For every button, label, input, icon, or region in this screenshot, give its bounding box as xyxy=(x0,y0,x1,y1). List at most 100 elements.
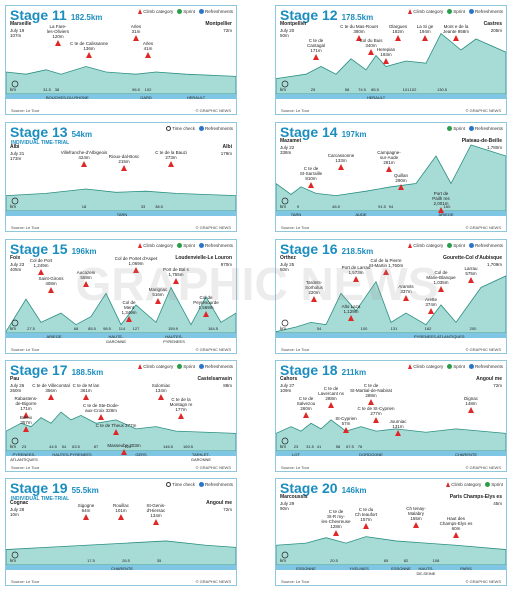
climb-marker-icon xyxy=(155,298,161,304)
start-altitude: 173m xyxy=(10,156,22,161)
finish-location: Paris Champs-Elys es xyxy=(449,494,502,500)
km-tick: 114 xyxy=(118,326,126,331)
km-tick: 160 xyxy=(443,204,451,209)
climb-label: C te de Theux 277m xyxy=(95,423,137,428)
climb-label: Aucazein 558m xyxy=(76,270,96,280)
climb-marker-icon xyxy=(83,394,89,400)
km-tick: 38.5 xyxy=(155,204,163,209)
climb-label: Port de Pailh res 2,001m xyxy=(432,191,450,206)
climb-marker-icon xyxy=(126,316,132,322)
legend-item: Refreshments xyxy=(198,482,233,488)
finish-altitude: 205m xyxy=(490,28,502,33)
stage-distance: 55.5km xyxy=(71,486,99,495)
credit-note: © GRAPHIC NEWS xyxy=(195,579,231,584)
climb-label: Larrau 575m xyxy=(464,266,478,276)
legend-item: Sprint xyxy=(447,364,465,370)
climb-icon xyxy=(138,9,143,15)
climb-marker-icon xyxy=(203,311,209,317)
distance-strip xyxy=(276,333,506,338)
km-tick: 31.5 xyxy=(43,87,51,92)
climb-label: C te de la Montagn re 177m xyxy=(169,397,193,412)
km-tick: 33 xyxy=(140,204,146,209)
stage-distance: 178.5km xyxy=(341,13,374,22)
profile-area xyxy=(6,66,236,95)
km-tick: 20.5 xyxy=(330,558,338,563)
profile-area xyxy=(6,540,236,566)
elevation-profile xyxy=(276,144,506,216)
finish-location: Plateau-de-Beille xyxy=(461,138,502,144)
distance-strip xyxy=(276,94,506,99)
source-note: Source: Le Tour xyxy=(281,225,310,230)
km-tick: 76 xyxy=(357,444,363,449)
climb-label: Arles 31m xyxy=(130,24,142,34)
climb-label: St-Cyprien 57m xyxy=(335,416,357,426)
start-date: July 28 xyxy=(10,507,25,512)
climb-icon xyxy=(408,9,413,15)
legend-item: Refreshments xyxy=(198,243,233,249)
km-tick: 35 xyxy=(156,558,162,563)
finish-location: Angoul me xyxy=(206,500,232,506)
cyclist-icon xyxy=(281,197,289,205)
climb-label: Aramits 337m xyxy=(398,284,414,294)
stage-subtitle: INDIVIDUAL TIME-TRIAL xyxy=(11,140,70,146)
stage-panel: Stage 15 196km Climb category Sprint Refresh… xyxy=(5,239,237,354)
km-axis-label: km xyxy=(280,87,286,92)
climb-marker-icon xyxy=(428,308,434,314)
climb-label: Port de Larrau 1,573m xyxy=(341,265,371,275)
elevation-profile xyxy=(6,286,236,338)
climb-label: C te de Villecomtal 356m xyxy=(32,383,70,393)
stage-distance: 211km xyxy=(341,368,367,377)
legend-label: Climb category xyxy=(143,243,174,248)
stage-panel: Stage 11 182.5km Climb category Sprint Refre… xyxy=(5,5,237,115)
climb-marker-icon xyxy=(395,430,401,436)
stage-title: Stage 20 146km xyxy=(280,480,367,498)
legend-label: Refreshments xyxy=(474,9,503,14)
stage-number: Stage 14 xyxy=(280,124,338,140)
credit-note: © GRAPHIC NEWS xyxy=(465,465,501,470)
km-tick: 91.5 xyxy=(378,204,386,209)
source-note: Source: Le Tour xyxy=(11,347,40,352)
source-note: Source: Le Tour xyxy=(281,465,310,470)
climb-icon xyxy=(408,364,413,370)
distance-strip xyxy=(6,333,236,338)
region-label: TARN xyxy=(290,212,302,217)
climb-label: Ch tenay- Malabry 155m xyxy=(406,506,426,521)
legend-label: Climb category xyxy=(451,482,482,487)
source-note: Source: Le Tour xyxy=(11,225,40,230)
finish-altitude: 179m xyxy=(220,151,232,156)
region-label: DORDOGNE xyxy=(359,452,383,457)
climb-label: Saint-Girons 408m xyxy=(38,276,64,286)
start-location: Pau xyxy=(10,376,20,382)
km-tick: 82 xyxy=(403,558,409,563)
climb-icon xyxy=(408,243,413,249)
start-location: Montpellier xyxy=(280,21,307,27)
stage-subtitle: INDIVIDUAL TIME-TRIAL xyxy=(11,496,70,502)
sprint-icon xyxy=(177,243,183,249)
km-tick: 131 xyxy=(390,326,398,331)
start-altitude: 50m xyxy=(280,267,289,272)
start-altitude: 338m xyxy=(280,150,292,155)
stage-title: Stage 11 182.5km xyxy=(10,7,102,25)
km-tick: 65 xyxy=(383,558,389,563)
climb-marker-icon xyxy=(81,161,87,167)
finish-location: Montpellier xyxy=(205,21,232,27)
climb-label: C te de St-R my-les-Chevreuse 128m xyxy=(321,509,351,529)
stage-panel: Stage 16 218.5km Climb category Sprint Refre… xyxy=(275,239,507,354)
cyclist-icon xyxy=(281,437,289,445)
legend-item: Refreshments xyxy=(198,9,233,15)
climb-label: Col de Ment 1,349m xyxy=(121,300,137,315)
legend-item: Climb category xyxy=(138,9,173,15)
start-location: Orthez xyxy=(280,255,296,261)
source-note: Source: Le Tour xyxy=(11,108,40,113)
legend-item: Sprint xyxy=(447,243,465,249)
climb-marker-icon xyxy=(386,166,392,172)
start-date: July 22 xyxy=(280,145,295,150)
km-axis-label: km xyxy=(280,444,286,449)
legend-item: Refreshments xyxy=(468,364,503,370)
profile-area xyxy=(276,144,506,212)
finish-location: Albi xyxy=(222,144,232,150)
km-axis-label: km xyxy=(10,558,16,563)
finish-altitude: 45m xyxy=(493,501,502,506)
climb-marker-icon xyxy=(353,276,359,282)
legend: Sprint Refreshments xyxy=(443,126,503,132)
